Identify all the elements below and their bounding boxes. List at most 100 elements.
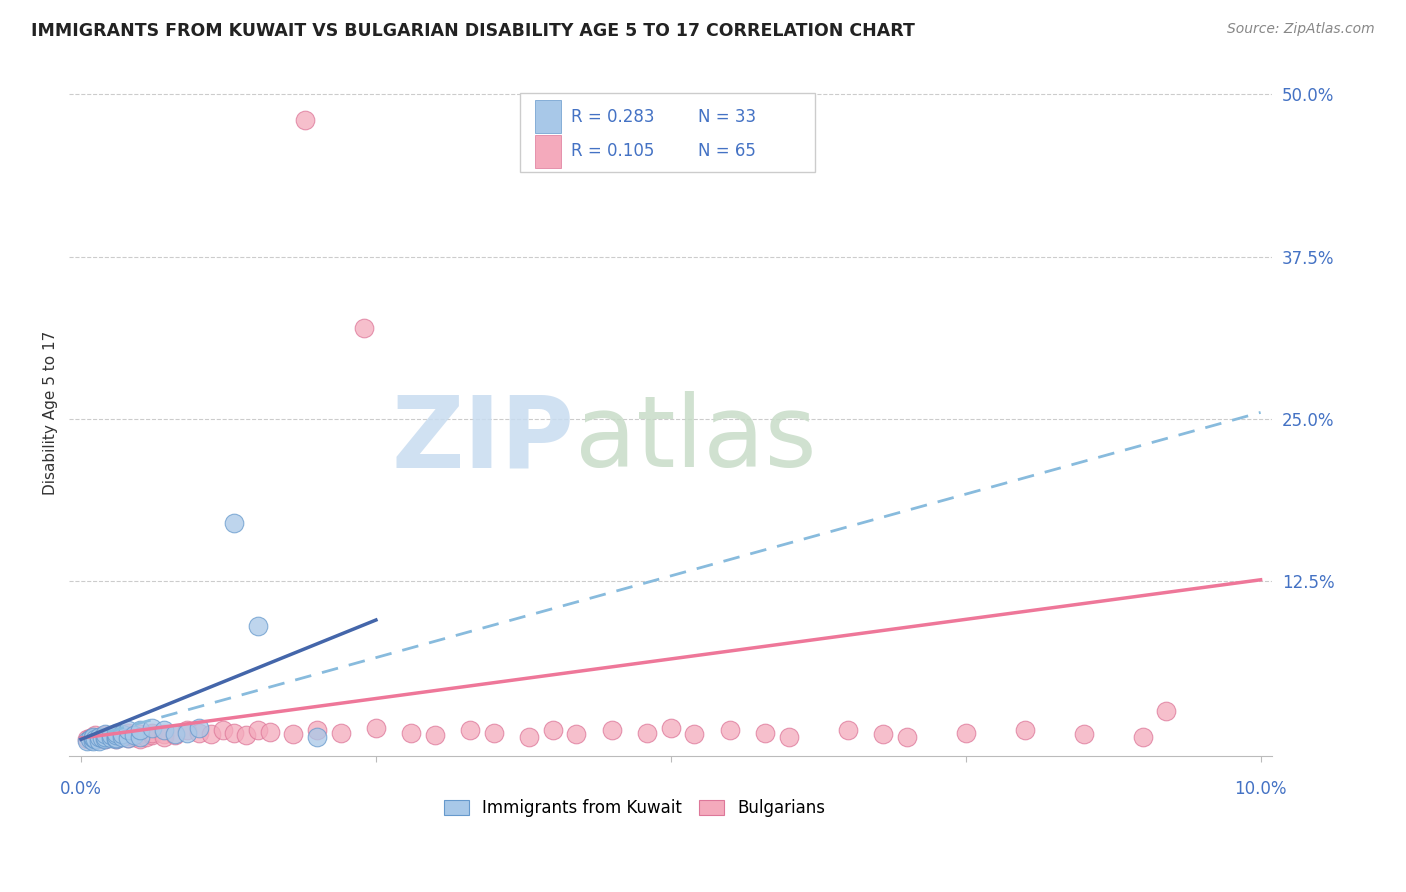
Point <box>93 730 115 744</box>
Point <box>283 727 305 741</box>
Point <box>683 727 706 741</box>
Point <box>235 729 257 743</box>
Point <box>111 730 134 744</box>
Point <box>82 731 104 745</box>
Point <box>141 726 163 740</box>
Point <box>659 721 682 735</box>
Point <box>91 731 114 745</box>
Point <box>165 727 187 741</box>
Point <box>82 732 104 747</box>
Point <box>401 726 423 740</box>
Text: IMMIGRANTS FROM KUWAIT VS BULGARIAN DISABILITY AGE 5 TO 17 CORRELATION CHART: IMMIGRANTS FROM KUWAIT VS BULGARIAN DISA… <box>31 22 915 40</box>
Point <box>105 731 128 745</box>
Point <box>329 726 352 740</box>
Point <box>294 113 316 128</box>
Point <box>122 729 145 743</box>
Point <box>778 730 800 744</box>
Point <box>364 721 387 735</box>
Point <box>122 730 145 744</box>
Point <box>93 730 115 744</box>
Point <box>200 727 222 741</box>
Point <box>872 727 894 741</box>
Point <box>93 727 115 741</box>
Point <box>87 730 110 744</box>
Point <box>517 730 540 744</box>
Point <box>82 730 104 744</box>
Point <box>246 619 269 633</box>
Point <box>636 726 658 740</box>
Text: 10.0%: 10.0% <box>1234 780 1286 797</box>
Point <box>79 732 101 747</box>
Point <box>305 730 328 744</box>
Point <box>100 729 122 743</box>
Point <box>105 731 128 745</box>
Point <box>458 723 481 738</box>
Point <box>129 727 152 741</box>
Point <box>353 321 375 335</box>
Point <box>1132 730 1154 744</box>
Point <box>129 732 152 747</box>
Point <box>176 726 198 740</box>
Point <box>117 726 139 740</box>
Y-axis label: Disability Age 5 to 17: Disability Age 5 to 17 <box>44 330 58 494</box>
Point <box>87 733 110 747</box>
Text: 0.0%: 0.0% <box>60 780 103 797</box>
Point <box>82 730 104 744</box>
Point <box>188 726 211 740</box>
Point <box>117 731 139 745</box>
Point <box>105 732 128 747</box>
Text: ZIP: ZIP <box>392 392 575 489</box>
Point <box>482 726 505 740</box>
Point <box>117 731 139 745</box>
Point <box>76 733 98 747</box>
Point <box>955 726 977 740</box>
Point <box>1154 704 1177 718</box>
Point <box>91 731 114 745</box>
Legend: Immigrants from Kuwait, Bulgarians: Immigrants from Kuwait, Bulgarians <box>437 792 832 823</box>
Point <box>1073 727 1095 741</box>
Point <box>141 729 163 743</box>
Point <box>82 733 104 747</box>
FancyBboxPatch shape <box>520 93 815 171</box>
Point <box>96 731 118 745</box>
Point <box>224 516 246 530</box>
Point <box>129 723 152 738</box>
Point <box>600 723 623 738</box>
Text: N = 65: N = 65 <box>699 142 756 160</box>
Point <box>129 730 152 744</box>
Point <box>165 729 187 743</box>
Point <box>93 732 115 747</box>
Point <box>93 729 115 743</box>
Point <box>100 731 122 745</box>
Point <box>84 729 107 743</box>
Point <box>87 730 110 744</box>
Point <box>718 723 741 738</box>
Point <box>305 723 328 738</box>
Text: N = 33: N = 33 <box>699 108 756 126</box>
Point <box>105 732 128 747</box>
Point <box>111 727 134 741</box>
Point <box>117 723 139 738</box>
Point <box>259 724 281 739</box>
Point <box>211 723 233 738</box>
Point <box>188 721 211 735</box>
Point <box>79 731 101 745</box>
Point <box>117 729 139 743</box>
Point <box>246 723 269 738</box>
Point <box>105 727 128 741</box>
Text: Source: ZipAtlas.com: Source: ZipAtlas.com <box>1227 22 1375 37</box>
Point <box>152 723 174 738</box>
Point <box>141 721 163 735</box>
Point <box>100 730 122 744</box>
Point <box>111 729 134 743</box>
Point <box>224 726 246 740</box>
Point <box>84 732 107 747</box>
Bar <box>534 135 561 168</box>
Point <box>423 729 446 743</box>
Point <box>84 731 107 745</box>
Point <box>541 723 564 738</box>
Point <box>105 726 128 740</box>
Point <box>76 732 98 747</box>
Point <box>105 729 128 743</box>
Point <box>135 730 157 744</box>
